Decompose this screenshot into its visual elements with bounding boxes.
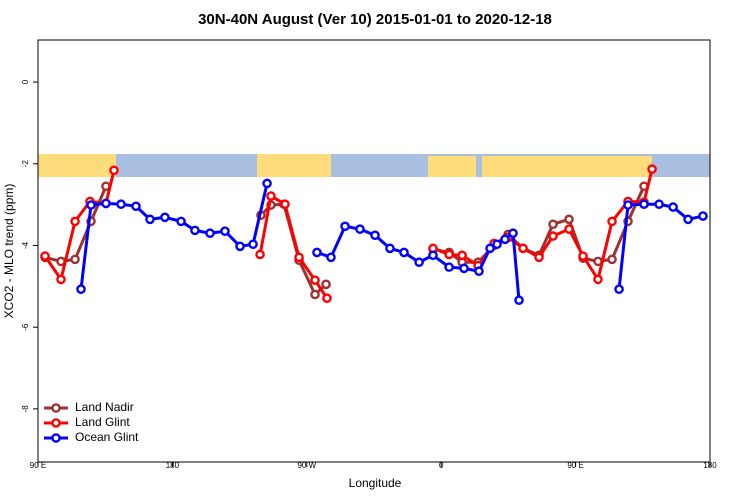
x-tick-label: 0 xyxy=(439,461,444,470)
data-point xyxy=(668,202,678,212)
data-point xyxy=(56,274,66,285)
data-point xyxy=(322,293,332,303)
data-point xyxy=(564,224,574,234)
data-point xyxy=(474,266,484,277)
data-point xyxy=(255,249,265,260)
data-point xyxy=(607,254,617,265)
data-point xyxy=(355,224,365,234)
data-point xyxy=(508,228,518,239)
data-point xyxy=(457,250,467,261)
legend-label: Land Glint xyxy=(75,415,130,429)
map-land xyxy=(482,156,652,177)
x-tick-label: 90 E xyxy=(567,461,583,470)
plot-frame xyxy=(37,39,711,463)
data-point xyxy=(312,247,322,258)
y-tick-label: -6 xyxy=(21,323,30,331)
data-point xyxy=(235,241,245,252)
data-point xyxy=(101,198,111,209)
data-point xyxy=(607,216,617,227)
data-point xyxy=(294,252,304,263)
data-point xyxy=(459,263,469,274)
data-point xyxy=(514,295,524,306)
data-point xyxy=(385,243,395,254)
data-point xyxy=(310,275,320,286)
data-point xyxy=(280,199,290,210)
data-point xyxy=(683,214,693,225)
data-point xyxy=(578,251,588,261)
x-tick-label: 180 xyxy=(703,461,717,470)
data-point xyxy=(262,178,272,189)
x-axis-label: Longitude xyxy=(349,476,402,490)
data-point xyxy=(428,250,438,261)
data-point xyxy=(76,284,86,294)
data-point xyxy=(564,214,574,225)
legend-label: Land Nadir xyxy=(75,400,134,414)
data-point xyxy=(593,274,603,285)
data-point xyxy=(340,221,350,232)
data-point xyxy=(321,279,331,290)
data-point xyxy=(205,228,215,239)
data-point xyxy=(639,199,649,210)
data-point xyxy=(548,231,558,241)
y-tick-label: -4 xyxy=(21,241,30,249)
legend-marker xyxy=(51,433,61,443)
map-land xyxy=(38,154,116,177)
legend-label: Ocean Glint xyxy=(75,430,139,444)
data-point xyxy=(310,289,320,300)
data-point xyxy=(370,230,380,241)
data-point xyxy=(414,257,424,268)
data-point xyxy=(326,252,336,263)
data-point xyxy=(492,239,502,250)
data-point xyxy=(70,216,80,227)
data-point xyxy=(518,243,528,254)
data-point xyxy=(131,201,141,212)
data-point xyxy=(266,191,276,201)
map-strip xyxy=(38,154,710,177)
data-point xyxy=(248,239,258,250)
y-axis-label: XCO2 - MLO trend (ppm) xyxy=(2,184,16,319)
x-tick-label: 90 W xyxy=(297,461,316,470)
data-point xyxy=(190,225,200,236)
map-land xyxy=(428,156,476,177)
data-point xyxy=(116,199,126,210)
data-point xyxy=(500,234,510,245)
data-point xyxy=(145,214,155,225)
x-tick-label: 180 xyxy=(166,461,180,470)
legend-marker xyxy=(51,418,61,428)
y-tick-label: 0 xyxy=(21,79,30,84)
data-point xyxy=(160,212,170,223)
data-point xyxy=(40,251,50,261)
chart-title: 30N-40N August (Ver 10) 2015-01-01 to 20… xyxy=(198,11,552,28)
data-point xyxy=(548,219,558,230)
data-point xyxy=(647,164,657,174)
data-point xyxy=(623,200,633,210)
data-point xyxy=(399,247,409,258)
map-land xyxy=(257,154,331,177)
y-tick-label: -8 xyxy=(21,405,30,413)
y-tick-label: -2 xyxy=(21,160,30,168)
data-point xyxy=(220,226,230,236)
data-point xyxy=(698,211,708,221)
x-tick-label: 90 E xyxy=(30,461,46,470)
data-point xyxy=(444,249,454,260)
data-point xyxy=(485,243,495,254)
legend-marker xyxy=(51,403,61,413)
data-point xyxy=(614,284,624,294)
data-point xyxy=(534,252,544,263)
data-point xyxy=(176,216,186,227)
data-point xyxy=(654,199,664,210)
data-point xyxy=(70,254,80,265)
data-point xyxy=(109,165,119,176)
data-point xyxy=(86,200,96,210)
data-point xyxy=(444,262,454,272)
